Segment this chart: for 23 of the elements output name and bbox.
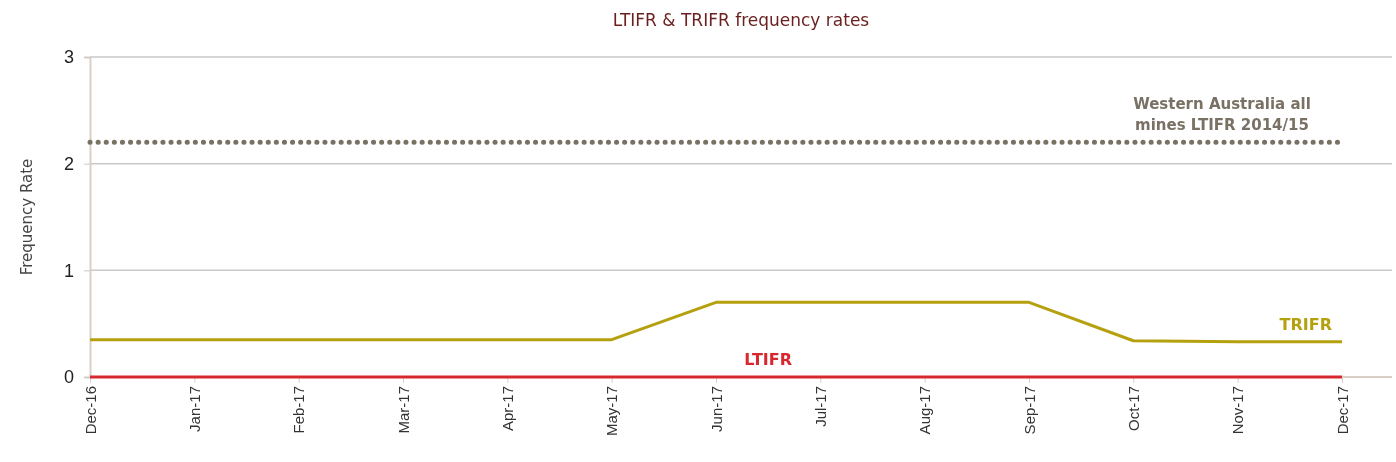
- x-tick-label: Jul-17: [812, 386, 830, 427]
- y-tick-label: 2: [63, 153, 74, 174]
- x-tick-label: Apr-17: [499, 386, 517, 432]
- series-label: TRIFR: [1279, 314, 1332, 334]
- x-tick-label: May-17: [603, 386, 621, 437]
- y-tick-label: 0: [63, 367, 74, 388]
- x-tick-label: Oct-17: [1125, 386, 1143, 432]
- x-tick-label: Dec-17: [1333, 386, 1351, 435]
- x-tick-label: Nov-17: [1229, 386, 1247, 435]
- x-tick-label: Jun-17: [707, 386, 725, 432]
- x-tick-label: Sep-17: [1020, 386, 1038, 435]
- ref-line-label: Western Australia all mines LTIFR 2014/15: [1133, 95, 1311, 135]
- x-tick-label: Dec-16: [81, 386, 99, 435]
- x-tick-label: Jan-17: [186, 386, 204, 432]
- series-label: LTIFR: [744, 350, 792, 369]
- y-axis-title: Frequency Rate: [18, 158, 36, 276]
- x-tick-label: Feb-17: [290, 386, 308, 434]
- chart-title: LTIFR & TRIFR frequency rates: [612, 10, 870, 30]
- x-tick-label: Aug-17: [916, 386, 934, 435]
- line-series: [88, 300, 1344, 344]
- y-tick-label: 3: [63, 47, 74, 68]
- x-tick-label: Mar-17: [394, 386, 412, 434]
- y-tick-label: 1: [63, 260, 74, 281]
